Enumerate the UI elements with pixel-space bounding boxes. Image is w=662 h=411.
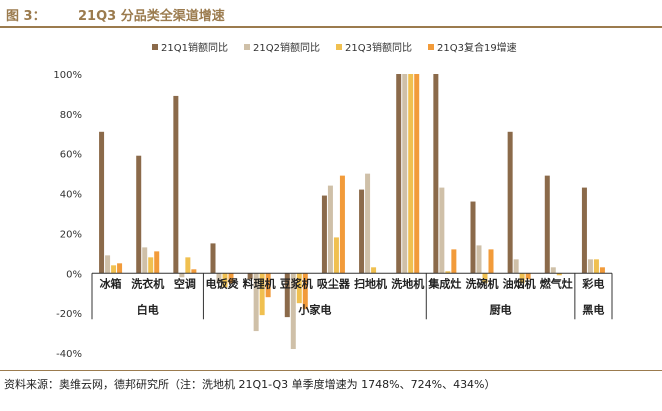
x-axis: 冰箱 洗衣机 空调 电饭煲 料理机 豆浆机 吸尘器 扫地机 洗地机 集成灶 洗碗机 油烟机 燃气灶 彩电白… [91, 272, 613, 320]
bar [296, 273, 302, 304]
bar [99, 131, 105, 274]
bar [253, 273, 259, 332]
bar [210, 243, 216, 274]
bar [433, 74, 439, 274]
y-tick-label: 60% [60, 150, 82, 161]
y-tick-label: 100% [53, 70, 82, 81]
bar [556, 273, 562, 276]
category-label: 洗衣机 [131, 276, 164, 290]
legend-swatch [244, 44, 250, 50]
bar [302, 273, 308, 310]
category-label: 冰箱 [100, 276, 122, 290]
group-label: 小家电 [297, 302, 331, 316]
title-divider [0, 26, 662, 28]
bar [439, 187, 445, 274]
bar [173, 95, 179, 274]
bar [339, 175, 345, 274]
category-label: 吸尘器 [317, 276, 351, 290]
bar [587, 259, 593, 274]
bar [136, 155, 142, 274]
legend-swatch [336, 44, 342, 50]
category-label: 油烟机 [503, 276, 536, 290]
category-label: 洗碗机 [466, 276, 499, 290]
bar [228, 273, 234, 284]
legend-label: 21Q3复合19增速 [437, 41, 517, 54]
bar-series [99, 74, 605, 350]
bar [265, 273, 271, 298]
y-tick-label: 20% [60, 229, 82, 240]
bar [191, 269, 197, 274]
legend: 21Q1销额同比 21Q2销额同比 21Q3销额同比 21Q3复合19增速 [152, 41, 517, 54]
bar [185, 257, 191, 274]
legend-swatch [152, 44, 158, 50]
bar [179, 273, 185, 278]
category-label: 燃气灶 [539, 276, 573, 290]
category-label: 豆浆机 [280, 276, 313, 290]
bar [327, 185, 333, 274]
figure-title-bar: 图 3： 21Q3 分品类全渠道增速 [0, 0, 662, 26]
bar [371, 267, 377, 274]
bar [445, 271, 451, 274]
legend-label: 21Q3销额同比 [345, 41, 412, 54]
bar [470, 201, 476, 274]
bar [513, 259, 519, 274]
bar [148, 257, 154, 274]
legend-label: 21Q1销额同比 [161, 41, 228, 54]
bar [476, 245, 482, 274]
y-axis: -40% -20% 0% 20% 40% 60% 80% 100% [53, 70, 82, 360]
y-tick-label: -20% [56, 309, 82, 320]
bar [488, 249, 494, 274]
bar [216, 273, 222, 284]
bar [290, 273, 296, 350]
y-tick-label: -40% [56, 349, 82, 360]
y-tick-label: 40% [60, 190, 82, 201]
category-label: 空调 [174, 276, 196, 290]
bar-chart: 21Q1销额同比 21Q2销额同比 21Q3销额同比 21Q3复合19增速 -40%-… [53, 41, 613, 360]
bar [599, 267, 605, 274]
bar [396, 74, 402, 274]
bar [365, 173, 371, 274]
bar [247, 273, 253, 280]
bar [408, 74, 414, 274]
bar [525, 273, 531, 280]
y-tick-label: 0% [66, 269, 82, 280]
source-divider [0, 370, 662, 371]
bar [105, 255, 111, 274]
bar [414, 74, 420, 274]
bar [284, 273, 290, 318]
figure-title: 21Q3 分品类全渠道增速 [78, 9, 225, 24]
bar [402, 74, 408, 274]
bar [519, 273, 525, 284]
legend-swatch [428, 44, 434, 50]
bar [222, 273, 228, 288]
bar [593, 259, 599, 274]
source-note: 资料来源：奥维云网，德邦研究所（注：洗地机 21Q1-Q3 单季度增速为 174… [4, 378, 496, 391]
bar [581, 187, 587, 274]
category-label: 彩电 [581, 276, 604, 290]
bar [507, 131, 513, 274]
group-label: 黑电 [582, 302, 604, 316]
bar [117, 263, 123, 274]
category-label: 扫地机 [354, 276, 387, 290]
group-label: 厨电 [490, 302, 512, 316]
bar [544, 175, 550, 274]
category-label: 电饭煲 [206, 276, 240, 290]
category-label: 集成灶 [427, 276, 461, 290]
bar [550, 267, 556, 274]
legend-label: 21Q2销额同比 [253, 41, 320, 54]
category-label: 料理机 [243, 276, 276, 290]
bar [359, 189, 365, 274]
bar [142, 247, 148, 274]
bar [451, 249, 457, 274]
bar [111, 265, 117, 274]
bar [321, 195, 327, 274]
bar [154, 251, 160, 274]
bar [333, 237, 339, 274]
y-tick-label: 80% [60, 110, 82, 121]
group-label: 白电 [137, 302, 159, 316]
figure-number: 图 3： [6, 9, 46, 24]
category-label: 洗地机 [391, 276, 424, 290]
bar [482, 273, 488, 284]
bar [259, 273, 265, 316]
